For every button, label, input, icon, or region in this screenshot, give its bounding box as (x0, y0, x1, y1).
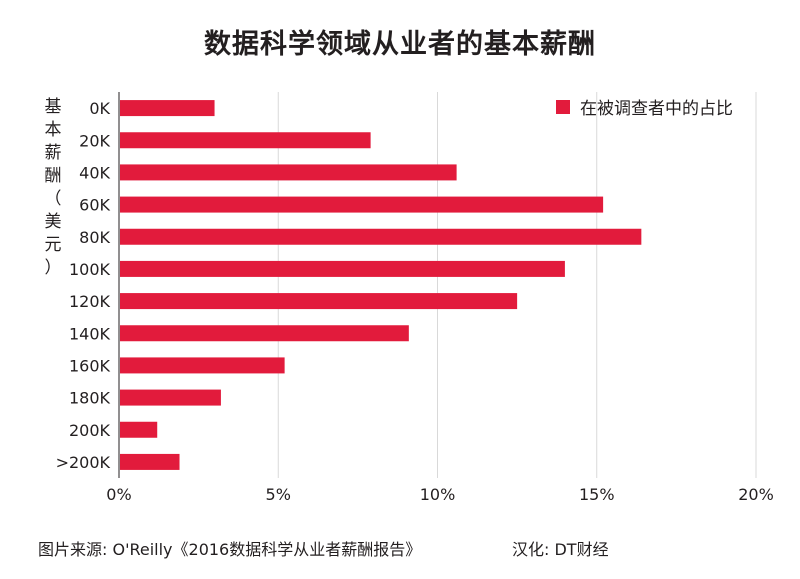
credit-note: 汉化: DT财经 (512, 540, 609, 559)
x-tick-labels: 0% 5% 10% 15% 20% (106, 485, 773, 504)
bar (120, 389, 221, 406)
category-label: 40K (79, 163, 110, 182)
category-labels: 0K 20K 40K 60K 80K 100K 120K 140K 160K 180K 200K >2… (56, 99, 111, 472)
legend-label: 在被调查者中的占比 (580, 99, 733, 119)
gridlines (118, 92, 757, 478)
legend-swatch (556, 99, 570, 114)
category-label: 120K (69, 292, 111, 311)
x-tick-label: 20% (738, 485, 774, 504)
category-label: 200K (69, 421, 111, 440)
bar (120, 325, 409, 342)
category-label: 100K (69, 260, 111, 279)
category-label: 80K (79, 228, 110, 247)
bar (120, 421, 158, 438)
category-label: 140K (69, 324, 111, 343)
bar (120, 228, 642, 245)
bar (120, 293, 518, 310)
bars (120, 100, 642, 470)
bar (120, 357, 285, 374)
category-label: 20K (79, 131, 110, 150)
bar (120, 260, 565, 277)
bar (120, 132, 371, 149)
x-tick-label: 15% (579, 485, 615, 504)
category-label: 60K (79, 196, 110, 215)
bar (120, 453, 180, 470)
category-label: >200K (56, 453, 111, 472)
category-label: 0K (89, 99, 110, 118)
bar (120, 164, 457, 181)
chart-title: 数据科学领域从业者的基本薪酬 (204, 29, 596, 60)
y-axis-label: 基 本 薪 酬 （ 美 元 ） (44, 97, 62, 278)
x-tick-label: 5% (266, 485, 291, 504)
x-tick-label: 10% (420, 485, 456, 504)
category-label: 180K (69, 389, 111, 408)
source-note: 图片来源: O'Reilly《2016数据科学从业者薪酬报告》 (38, 540, 422, 559)
bar (120, 100, 215, 117)
category-label: 160K (69, 356, 111, 375)
bar (120, 196, 604, 213)
legend: 在被调查者中的占比 (556, 94, 733, 119)
x-tick-label: 0% (106, 485, 131, 504)
